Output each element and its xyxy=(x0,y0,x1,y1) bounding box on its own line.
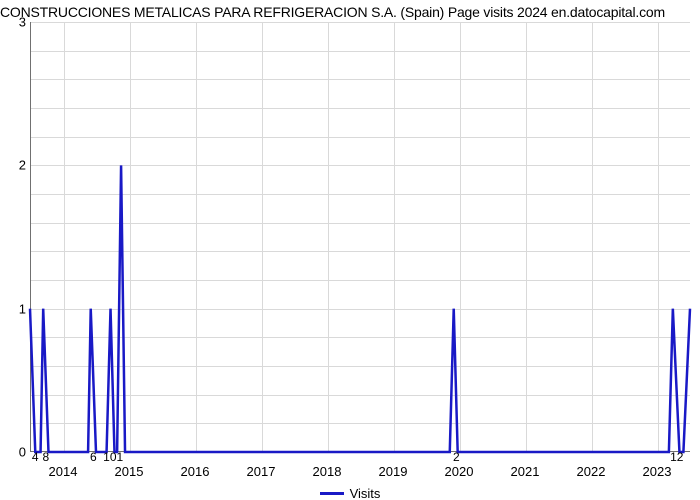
x-tick-year-label: 2020 xyxy=(445,464,474,479)
y-tick-label: 1 xyxy=(6,301,26,316)
x-tick-year-label: 2017 xyxy=(247,464,276,479)
x-data-label: 4 xyxy=(32,450,39,464)
x-data-label: 101 xyxy=(103,450,123,464)
x-tick-year-label: 2019 xyxy=(379,464,408,479)
x-data-label: 8 xyxy=(42,450,49,464)
x-tick-year-label: 2015 xyxy=(115,464,144,479)
x-tick-year-label: 2023 xyxy=(643,464,672,479)
y-tick-label: 3 xyxy=(6,15,26,30)
y-tick-label: 0 xyxy=(6,445,26,460)
x-tick-year-label: 2016 xyxy=(181,464,210,479)
x-data-label: 12 xyxy=(670,450,683,464)
x-tick-year-label: 2014 xyxy=(49,464,78,479)
y-tick-label: 2 xyxy=(6,158,26,173)
series-line-visits xyxy=(30,165,690,452)
x-data-label: 2 xyxy=(453,450,460,464)
x-tick-year-label: 2021 xyxy=(511,464,540,479)
chart-line-layer xyxy=(30,22,690,452)
x-data-label: 6 xyxy=(90,450,97,464)
x-tick-year-label: 2018 xyxy=(313,464,342,479)
legend-label: Visits xyxy=(350,486,381,500)
legend: Visits xyxy=(0,482,700,500)
chart-title: CONSTRUCCIONES METALICAS PARA REFRIGERAC… xyxy=(0,4,700,20)
legend-swatch xyxy=(320,492,344,495)
x-tick-year-label: 2022 xyxy=(577,464,606,479)
